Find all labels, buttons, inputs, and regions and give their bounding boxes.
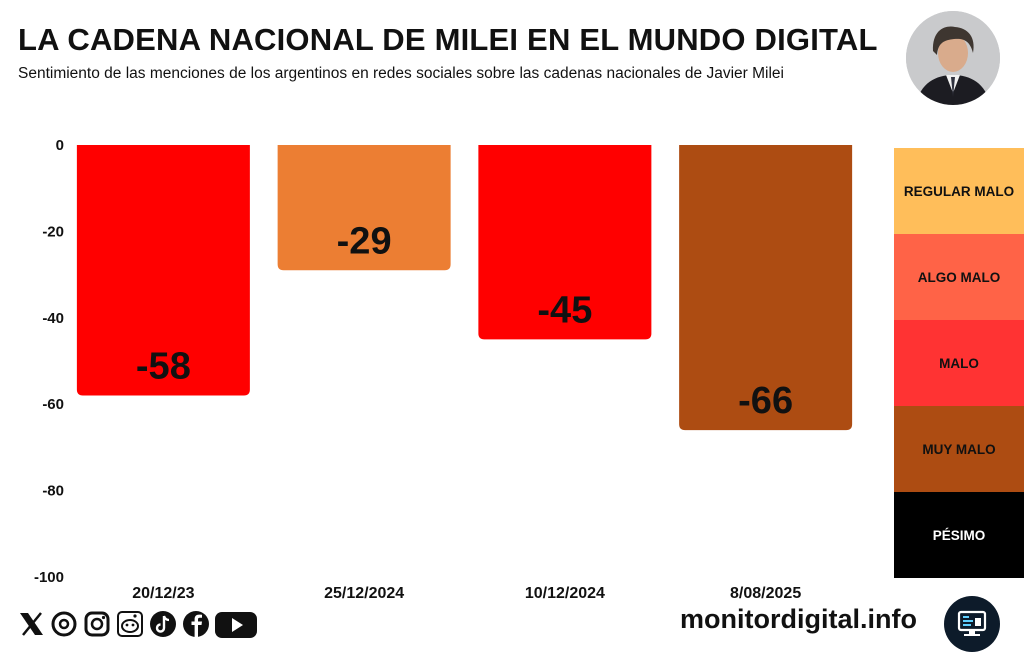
x-tick-label: 20/12/23 — [132, 585, 194, 602]
avatar — [906, 11, 1000, 105]
x-tick-label: 10/12/2024 — [525, 585, 605, 602]
threads-icon[interactable] — [49, 608, 79, 640]
bar — [76, 145, 250, 396]
social-icons — [16, 608, 258, 640]
y-tick-label: -60 — [42, 396, 64, 413]
youtube-icon[interactable] — [214, 608, 258, 640]
legend-item: MALO — [894, 320, 1024, 406]
y-tick-label: 0 — [56, 137, 64, 154]
legend-item: MUY MALO — [894, 406, 1024, 492]
y-tick-label: -20 — [42, 223, 64, 240]
data-label: -45 — [537, 289, 592, 331]
y-tick-label: -80 — [42, 483, 64, 500]
monitor-logo — [944, 596, 1000, 652]
legend-item: ALGO MALO — [894, 234, 1024, 320]
legend-item: REGULAR MALO — [894, 148, 1024, 234]
y-tick-label: -40 — [42, 310, 64, 327]
x-tick-label: 8/08/2025 — [730, 585, 801, 602]
instagram-icon[interactable] — [82, 608, 112, 640]
data-label: -58 — [136, 346, 191, 388]
monitor-icon — [957, 610, 987, 636]
x-icon[interactable] — [16, 608, 46, 640]
facebook-icon[interactable] — [181, 608, 211, 640]
data-label: -66 — [738, 380, 793, 422]
sentiment-legend: REGULAR MALO ALGO MALO MALO MUY MALO PÉSIMO — [894, 148, 1024, 578]
bar — [478, 145, 652, 340]
chart-title: LA CADENA NACIONAL DE MILEI EN EL MUNDO … — [18, 22, 878, 57]
y-tick-label: -100 — [34, 569, 64, 586]
legend-item: PÉSIMO — [894, 492, 1024, 578]
bar — [679, 145, 853, 431]
chart-subtitle: Sentimiento de las menciones de los arge… — [18, 65, 784, 82]
tiktok-icon[interactable] — [148, 608, 178, 640]
data-label: -29 — [337, 220, 392, 262]
site-url[interactable]: monitordigital.info — [680, 604, 917, 634]
reddit-icon[interactable] — [115, 608, 145, 640]
x-tick-label: 25/12/2024 — [324, 585, 404, 602]
person-portrait-icon — [906, 11, 1000, 105]
bar — [277, 145, 451, 271]
